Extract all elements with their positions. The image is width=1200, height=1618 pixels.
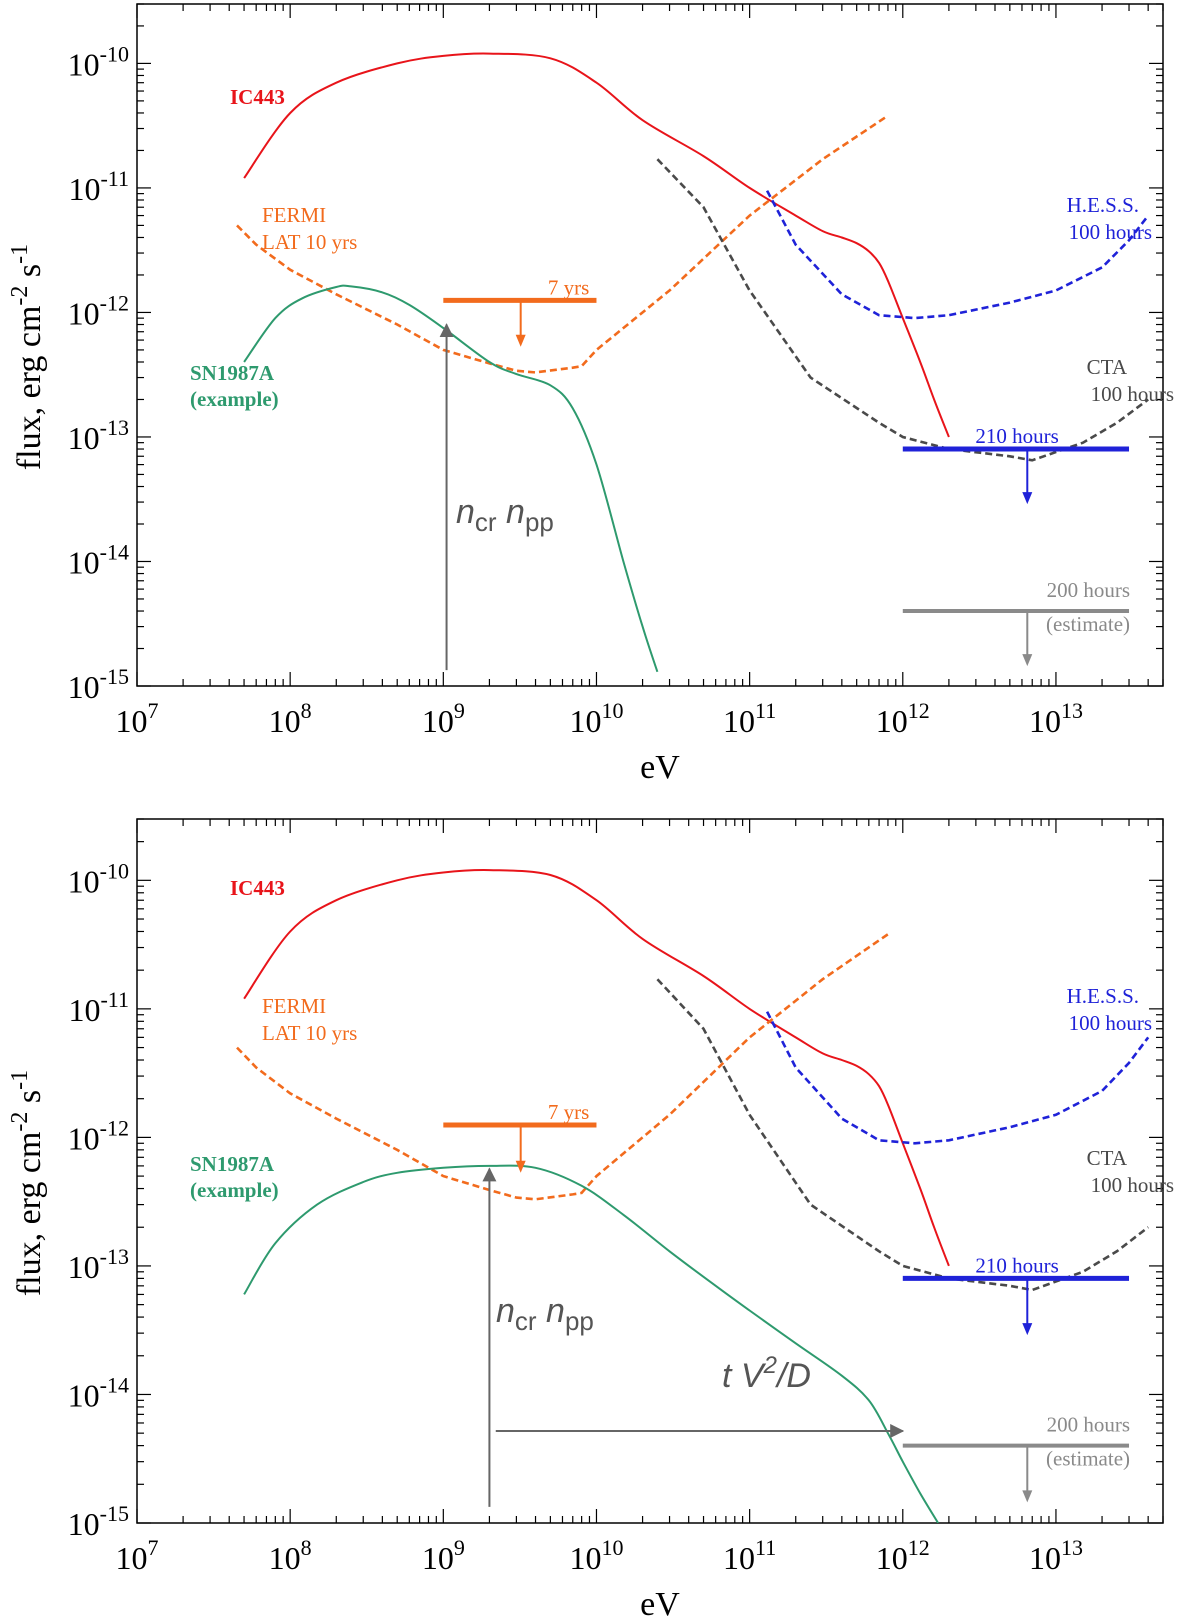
x-tick-label: 1013 bbox=[1029, 698, 1083, 739]
y-tick-label: 10-12 bbox=[68, 1115, 129, 1156]
x-tick-label: 108 bbox=[269, 1535, 312, 1576]
x-tick-label: 107 bbox=[116, 1535, 159, 1576]
x-axis-title: eV bbox=[640, 1586, 680, 1618]
label-cta2: 100 hours bbox=[1091, 382, 1174, 406]
series-line-fermi bbox=[236, 114, 889, 374]
upper-limit-label-2: (estimate) bbox=[1046, 1447, 1130, 1471]
upper-limit-arrowhead bbox=[1022, 1323, 1033, 1336]
x-tick-label: 1011 bbox=[723, 1535, 776, 1576]
plot-frame bbox=[136, 818, 1164, 1524]
series-line-cta bbox=[656, 978, 1149, 1292]
series-line-sn1987a bbox=[243, 284, 659, 673]
x-tick-label: 1010 bbox=[569, 698, 623, 739]
upper-limit-label: 7 yrs bbox=[548, 1100, 589, 1124]
y-tick-label: 10-15 bbox=[68, 664, 129, 705]
panel-top: 107 108 109 1010 1011 1012 1013 10-10 10-11 10-12… bbox=[7, 3, 1174, 786]
upper-limit-arrowhead bbox=[515, 1160, 526, 1173]
label-fermi2: LAT 10 yrs bbox=[262, 1021, 357, 1045]
upper-limit-label: 7 yrs bbox=[548, 275, 589, 299]
y-tick-label: 10-14 bbox=[68, 539, 129, 580]
x-tick-label: 1012 bbox=[876, 698, 930, 739]
y-tick-label: 10-10 bbox=[68, 858, 129, 899]
x-tick-label: 108 bbox=[269, 698, 312, 739]
upper-limit-arrowhead bbox=[515, 334, 526, 347]
label-ncr-npp: ncr npp bbox=[456, 493, 554, 537]
y-axis-title: flux, erg cm-2 s-1 bbox=[7, 244, 48, 470]
series-line-ic443 bbox=[243, 869, 950, 1267]
label-sn1: SN1987A bbox=[190, 1152, 275, 1176]
y-tick-label: 10-13 bbox=[68, 1244, 129, 1285]
label-sn1: SN1987A bbox=[190, 361, 275, 385]
y-tick-label: 10-11 bbox=[68, 987, 129, 1028]
label-ncr-npp: ncr npp bbox=[496, 1292, 594, 1336]
x-axis-title: eV bbox=[640, 749, 680, 786]
upper-limit-label: 210 hours bbox=[975, 1253, 1058, 1277]
upper-limit-label: 200 hours bbox=[1047, 1413, 1130, 1437]
plot-frame bbox=[136, 3, 1164, 687]
series-line-fermi bbox=[236, 933, 889, 1201]
label-hess2: 100 hours bbox=[1069, 220, 1152, 244]
series-line-cta bbox=[656, 158, 1149, 462]
series-line-ic443 bbox=[243, 52, 950, 438]
y-tick-label: 10-13 bbox=[68, 415, 129, 456]
upper-limit-arrowhead bbox=[1022, 1490, 1033, 1503]
label-hess2: 100 hours bbox=[1069, 1011, 1152, 1035]
label-fermi1: FERMI bbox=[262, 994, 326, 1018]
y-tick-label: 10-15 bbox=[68, 1501, 129, 1542]
label-sn2: (example) bbox=[190, 387, 279, 411]
y-tick-label: 10-12 bbox=[68, 290, 129, 331]
label-ic443: IC443 bbox=[230, 876, 285, 900]
x-tick-label: 109 bbox=[422, 698, 465, 739]
label-fermi2: LAT 10 yrs bbox=[262, 230, 357, 254]
label-sn2: (example) bbox=[190, 1178, 279, 1202]
upper-limit-label-2: (estimate) bbox=[1046, 612, 1130, 636]
series-line-hess bbox=[765, 1011, 1150, 1145]
label-hess1: H.E.S.S. bbox=[1067, 193, 1139, 217]
x-tick-label: 1011 bbox=[723, 698, 776, 739]
y-tick-label: 10-10 bbox=[68, 41, 129, 82]
x-tick-label: 1013 bbox=[1029, 1535, 1083, 1576]
label-cta1: CTA bbox=[1087, 355, 1128, 379]
panel-bottom: 107 108 109 1010 1011 1012 1013 10-10 10-11 10-12… bbox=[7, 818, 1174, 1618]
x-tick-label: 107 bbox=[116, 698, 159, 739]
x-tick-label: 1012 bbox=[876, 1535, 930, 1576]
upper-limit-label: 210 hours bbox=[975, 424, 1058, 448]
upper-limit-label: 200 hours bbox=[1047, 578, 1130, 602]
label-hess1: H.E.S.S. bbox=[1067, 984, 1139, 1008]
label-fermi1: FERMI bbox=[262, 203, 326, 227]
y-tick-label: 10-11 bbox=[68, 166, 129, 207]
label-cta2: 100 hours bbox=[1091, 1173, 1174, 1197]
label-t-v2-d: t V2/D bbox=[722, 1352, 811, 1395]
x-tick-label: 109 bbox=[422, 1535, 465, 1576]
y-tick-label: 10-14 bbox=[68, 1372, 129, 1413]
upper-limit-arrowhead bbox=[1022, 654, 1033, 667]
label-cta1: CTA bbox=[1087, 1146, 1128, 1170]
upper-limit-arrowhead bbox=[1022, 492, 1033, 505]
label-ic443: IC443 bbox=[230, 85, 285, 109]
y-axis-title: flux, erg cm-2 s-1 bbox=[7, 1070, 48, 1296]
x-tick-label: 1010 bbox=[569, 1535, 623, 1576]
